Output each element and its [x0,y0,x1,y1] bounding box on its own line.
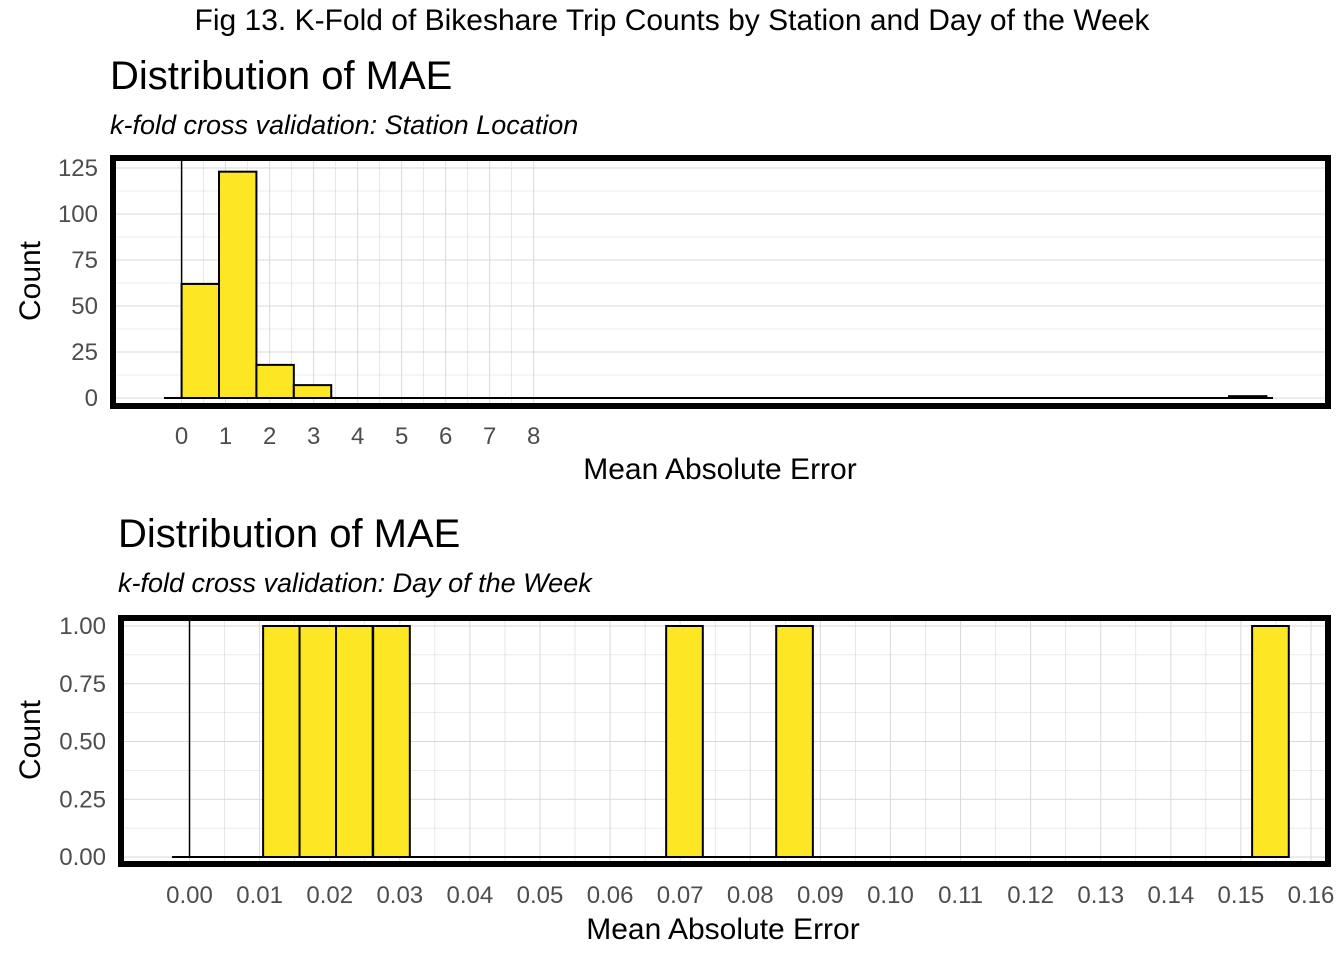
panel1-subtitle: k-fold cross validation: Station Locatio… [110,110,579,140]
panel1-xtick-label: 8 [527,423,540,450]
panel2-ytick-label: 0.25 [59,786,106,813]
figure-title: Fig 13. K-Fold of Bikeshare Trip Counts … [194,4,1150,37]
panel2-ytick-label: 0.00 [59,844,106,871]
panel2-bar [262,625,301,858]
panel2-ytick-label: 0.50 [59,729,106,756]
panel1-xlabel: Mean Absolute Error [583,453,857,486]
panel1-title: Distribution of MAE [110,54,453,98]
panel2-xtick-label: 0.05 [517,882,564,909]
panel1-ytick-label: 75 [71,247,98,274]
panel2-xtick-label: 0.04 [447,882,494,909]
panel1-ytick-label: 25 [71,339,98,366]
panel2-xtick-label: 0.14 [1147,882,1194,909]
panel1-xtick-label: 0 [175,423,188,450]
panel2-xtick-label: 0.00 [166,882,213,909]
panel2-xtick-label: 0.12 [1007,882,1054,909]
panel1-ytick-label: 50 [71,293,98,320]
panel1-frame [110,155,1331,409]
panel1-bar [255,363,295,400]
panel2-xtick-label: 0.07 [657,882,704,909]
panel1-bar [292,384,333,399]
panel2-bar [298,625,338,858]
panel1-ytick-label: 125 [58,155,98,182]
panel1-xtick-label: 6 [439,423,452,450]
panel2-bar [1251,625,1290,858]
panel1-xtick-label: 7 [483,423,496,450]
panel2-xlabel: Mean Absolute Error [586,913,860,946]
panel1-xtick-label: 4 [351,423,364,450]
panel1-bar [218,170,258,399]
panel2-xtick-label: 0.16 [1288,882,1335,909]
panel2-bar [372,625,411,858]
panel2-bar [775,625,814,858]
panel1-ytick-label: 0 [85,385,98,412]
panel1-bar [180,282,221,400]
panel2-xtick-label: 0.01 [236,882,283,909]
panel2-xtick-label: 0.06 [587,882,634,909]
panel2-xtick-label: 0.02 [306,882,353,909]
panel2-bar [335,625,374,858]
panel1-xtick-label: 2 [263,423,276,450]
panel1-xtick-label: 5 [395,423,408,450]
panel1-xtick-label: 3 [307,423,320,450]
panel2-ytick-label: 1.00 [59,613,106,640]
panel1-xtick-label: 1 [219,423,232,450]
panel2-frame [118,615,1331,867]
panel2-xtick-label: 0.09 [797,882,844,909]
panel2-xtick-label: 0.13 [1077,882,1124,909]
panel2-subtitle: k-fold cross validation: Day of the Week [118,568,592,598]
panel2-ytick-label: 0.75 [59,671,106,698]
panel2-title: Distribution of MAE [118,512,461,556]
panel2-xtick-label: 0.15 [1218,882,1265,909]
panel2-xtick-label: 0.11 [938,882,983,909]
panel2-xtick-label: 0.08 [727,882,774,909]
panel1-ytick-label: 100 [58,201,98,228]
panel2-xtick-label: 0.10 [867,882,914,909]
panel2-bar [665,625,704,858]
panel1-bar [1227,395,1268,400]
panel2-xtick-label: 0.03 [376,882,423,909]
